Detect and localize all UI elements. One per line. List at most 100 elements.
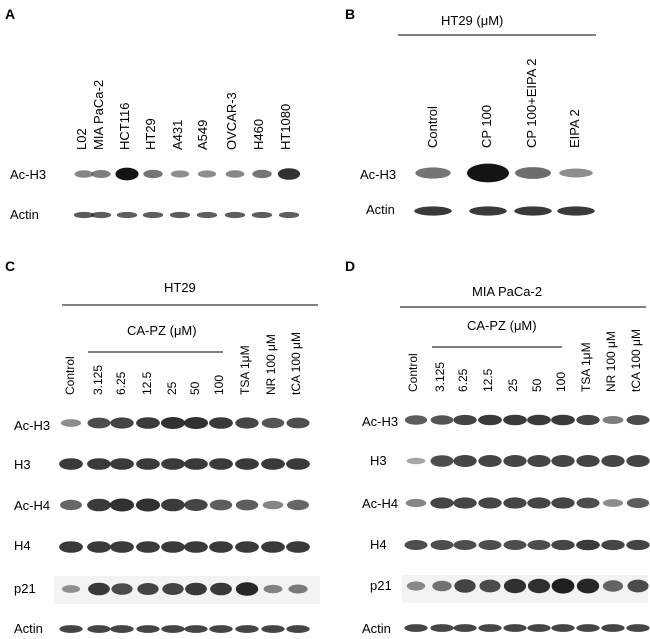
panel-d-subheader: CA-PZ (μM)	[467, 318, 537, 333]
blot-band-h4-lane-2	[87, 541, 111, 553]
panel-c-lane-label: Control	[63, 356, 77, 395]
blot-band-ac-h4-lane-6	[184, 499, 208, 511]
blot-band-h3-lane-5	[161, 458, 185, 470]
panel-c-row-label: H3	[14, 457, 31, 472]
panel-d-lane-label: Control	[406, 353, 420, 392]
blot-band-actin-lane-9	[601, 624, 625, 632]
blot-band-p21-lane-6	[527, 578, 551, 594]
blot-band-actin-lane-9	[261, 625, 285, 633]
panel-d-lane-label: 50	[530, 378, 544, 392]
blot-band-actin-lane-9	[278, 211, 300, 219]
blot-band-ac-h3-lane-3	[115, 167, 139, 181]
blot-band-ac-h3-lane-8	[235, 417, 259, 429]
blot-band-actin-lane-2	[87, 625, 111, 633]
blot-band-ac-h4-lane-8	[576, 497, 600, 509]
blot-band-p21-lane-3	[454, 579, 476, 593]
blot-band-h4-lane-4	[478, 540, 502, 550]
panel-b-ac-h3-blot	[415, 163, 593, 183]
blot-band-actin-lane-5	[169, 211, 191, 219]
blot-band-actin-lane-2	[430, 624, 454, 632]
panel-a-row-label: Ac-H3	[10, 167, 46, 182]
panel-b: B HT29 (μM) Control CP 100 CP 100+EIPA 2…	[345, 6, 596, 217]
blot-band-h3-lane-3	[453, 455, 477, 467]
blot-band-ac-h3-lane-10	[286, 417, 310, 429]
blot-band-h3-lane-4	[478, 455, 502, 467]
blot-band-ac-h3-lane-10	[626, 415, 650, 425]
panel-a-ac-h3-blot	[74, 167, 301, 181]
blot-band-ac-h3-lane-7	[209, 417, 233, 429]
blot-band-actin-lane-1	[59, 625, 83, 633]
blot-band-actin-lane-2	[90, 211, 112, 219]
blot-band-h4-lane-5	[161, 541, 185, 553]
panel-a: A L02 MIA PaCa-2 HCT116 HT29 A431 A549 O…	[5, 6, 301, 222]
blot-band-p21-lane-3	[111, 583, 133, 595]
blot-band-ac-h3-lane-1	[74, 170, 94, 178]
blot-band-p21-lane-5	[162, 583, 184, 595]
blot-band-h3-lane-1	[59, 458, 83, 470]
blot-band-ac-h3-lane-5	[160, 417, 186, 429]
blot-band-ac-h4-lane-3	[109, 498, 135, 512]
panel-a-lane-label: MIA PaCa-2	[91, 80, 106, 150]
blot-band-p21-lane-2	[432, 580, 452, 592]
blot-band-ac-h3-lane-3	[453, 414, 477, 426]
blot-band-actin-lane-10	[626, 624, 650, 632]
blot-band-h3-lane-1	[406, 457, 426, 465]
panel-a-lane-label: L02	[74, 128, 89, 150]
blot-band-actin-lane-4	[478, 624, 502, 632]
blot-band-h4-lane-8	[235, 541, 259, 553]
blot-band-actin-lane-7	[224, 211, 246, 219]
panel-d-p21-blot	[402, 575, 649, 603]
panel-a-lane-label: A549	[195, 120, 210, 150]
blot-band-actin-lane-1	[404, 624, 428, 632]
panel-a-letter: A	[5, 6, 15, 22]
panel-c-lane-label: 6.25	[114, 371, 128, 395]
blot-band-ac-h4-lane-8	[235, 499, 259, 511]
blot-band-ac-h3-lane-5	[503, 414, 527, 426]
blot-band-h4-lane-3	[110, 541, 134, 553]
blot-band-p21-lane-9	[263, 584, 283, 594]
panel-a-lane-label: H460	[251, 119, 266, 150]
blot-band-ac-h3-lane-2	[430, 415, 454, 425]
blot-band-ac-h3-lane-9	[277, 168, 301, 180]
blot-band-actin-lane-4	[142, 211, 164, 219]
panel-d-row-label: Actin	[362, 621, 391, 636]
blot-band-ac-h3-lane-4	[143, 169, 163, 179]
blot-band-actin-lane-1	[414, 206, 452, 216]
panel-d-header: MIA PaCa-2	[472, 284, 542, 299]
blot-band-h3-lane-5	[503, 455, 527, 467]
blot-band-ac-h3-lane-5	[170, 170, 190, 178]
blot-band-p21-lane-1	[61, 585, 81, 593]
panel-b-actin-blot	[414, 206, 595, 216]
blot-band-h4-lane-1	[404, 540, 428, 550]
panel-b-lane-label: CP 100+EIPA 2	[524, 58, 539, 148]
blot-band-ac-h3-lane-3	[110, 417, 134, 429]
panel-c-lane-label: 3.125	[91, 365, 105, 395]
blot-band-ac-h4-lane-10	[287, 499, 309, 511]
panel-d-lane-label: 100	[554, 372, 568, 392]
panel-a-actin-blot	[73, 211, 300, 219]
blot-band-ac-h3-lane-8	[252, 169, 272, 179]
blot-band-ac-h3-lane-2	[91, 170, 111, 178]
blot-band-actin-lane-3	[116, 211, 138, 219]
blot-band-ac-h4-lane-2	[430, 497, 454, 509]
blot-band-ac-h3-lane-6	[197, 170, 217, 178]
blot-band-actin-lane-5	[161, 625, 185, 633]
panel-b-row-label: Actin	[366, 202, 395, 217]
blot-band-h4-lane-1	[59, 541, 83, 553]
blot-band-ac-h4-lane-9	[262, 500, 284, 510]
blot-band-actin-lane-3	[453, 624, 477, 632]
blot-band-h3-lane-2	[87, 458, 111, 470]
panel-d-row-label: H3	[370, 453, 387, 468]
panel-a-lane-label: HT1080	[278, 104, 293, 150]
panel-c-row-label: Ac-H3	[14, 418, 50, 433]
blot-band-h3-lane-4	[136, 458, 160, 470]
blot-band-p21-lane-10	[288, 584, 308, 594]
blot-band-ac-h4-lane-4	[478, 497, 502, 509]
blot-band-ac-h3-lane-1	[404, 415, 428, 425]
blot-band-actin-lane-10	[286, 625, 310, 633]
blot-band-ac-h3-lane-9	[261, 417, 285, 429]
panel-c-lane-label: 100	[212, 375, 226, 395]
blot-band-h4-lane-10	[286, 541, 310, 553]
blot-band-ac-h4-lane-6	[527, 497, 551, 509]
